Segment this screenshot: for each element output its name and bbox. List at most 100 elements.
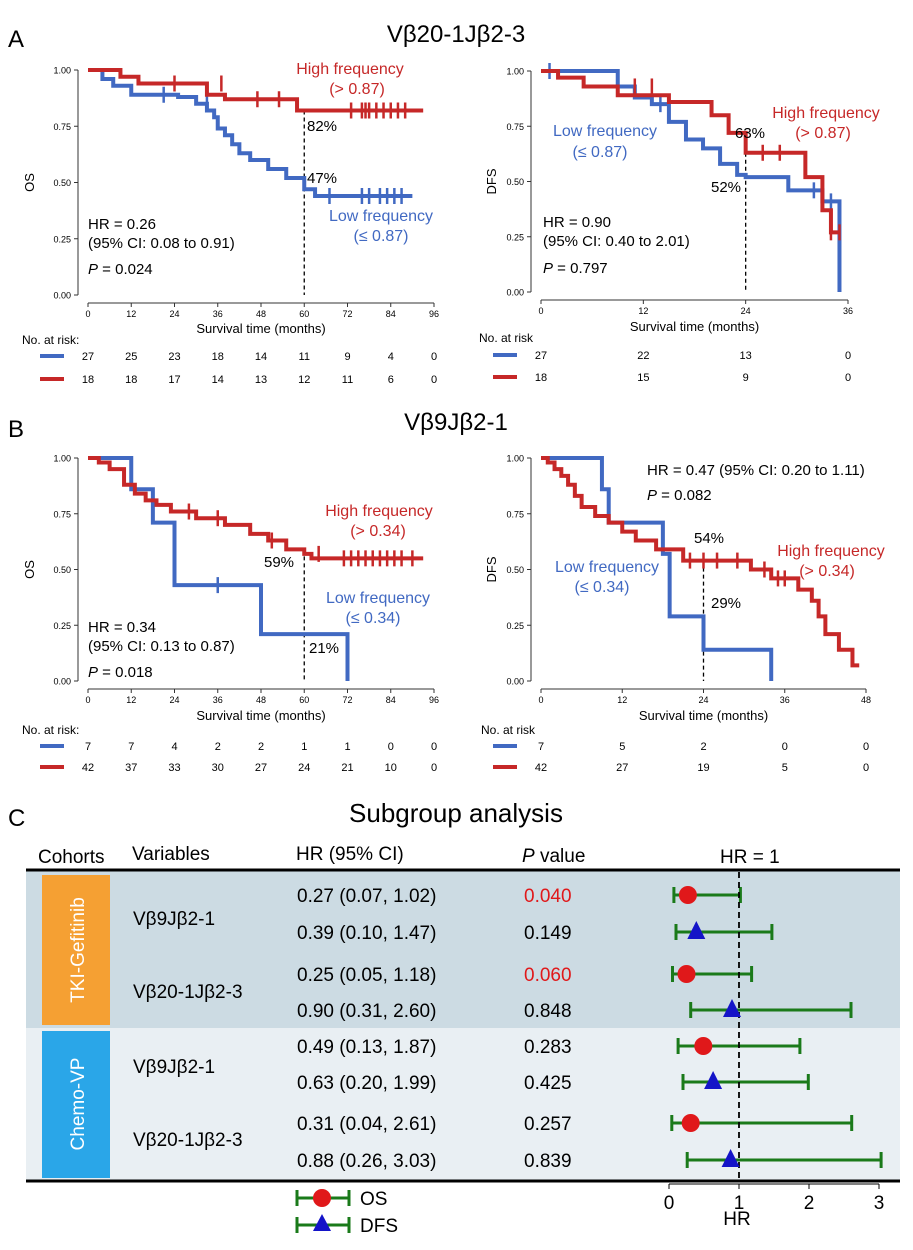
x-tick-label: 84 xyxy=(386,695,396,705)
risk-table: 7 5 2 0 0 42 27 19 5 0 xyxy=(493,741,869,774)
risk-count: 23 xyxy=(168,351,180,363)
risk-count: 6 xyxy=(388,374,394,386)
x-tick-label: 84 xyxy=(386,309,396,319)
risk-count: 17 xyxy=(168,374,180,386)
hr-ci-text: 0.31 (0.04, 2.61) xyxy=(297,1114,436,1135)
x-tick-label: 12 xyxy=(617,695,627,705)
hr-ci-text: 0.88 (0.26, 3.03) xyxy=(297,1151,436,1172)
y-tick-label: 0.25 xyxy=(506,621,524,631)
risk-count: 0 xyxy=(845,350,851,362)
low-frequency-curve xyxy=(541,456,774,681)
y-tick-label: 0.75 xyxy=(53,122,71,132)
low-freq-label: Low frequency xyxy=(555,559,659,576)
km-plot-a-os: 0.000.250.500.751.00 0 12 24 36 48 60 72 84 96 O… xyxy=(22,61,439,386)
survival-lines xyxy=(88,456,424,681)
risk-count: 15 xyxy=(637,372,649,384)
header-p-value: P value xyxy=(522,846,585,867)
x-tick-label: 12 xyxy=(126,695,136,705)
panel-label-b: B xyxy=(8,416,24,443)
risk-count: 2 xyxy=(215,741,221,753)
forest-x-tick-label: 2 xyxy=(804,1193,815,1214)
risk-count: 11 xyxy=(342,374,353,386)
x-tick-label: 48 xyxy=(256,309,266,319)
y-tick-label: 0.25 xyxy=(53,234,71,244)
p-value-text: 0.040 xyxy=(524,886,572,907)
low-freq-threshold: (≤ 0.34) xyxy=(345,610,400,627)
low-freq-label: Low frequency xyxy=(326,590,430,607)
annotation-low-pct: 52% xyxy=(711,179,741,196)
y-tick-label: 0.00 xyxy=(53,291,71,301)
risk-count: 0 xyxy=(863,762,869,774)
title-a: Vβ20-1Jβ2-3 xyxy=(387,21,525,48)
x-tick-label: 12 xyxy=(638,306,648,316)
x-axis-label: Survival time (months) xyxy=(196,708,325,723)
band-tki xyxy=(26,871,900,1028)
high-freq-label: High frequency xyxy=(325,503,433,520)
y-tick-label: 1.00 xyxy=(53,454,71,464)
x-tick-label: 72 xyxy=(342,309,352,319)
cohort-chemo-box xyxy=(42,1031,110,1178)
os-point xyxy=(694,1037,713,1055)
p-italic: P xyxy=(543,260,553,277)
x-axis-label: Survival time (months) xyxy=(196,321,325,336)
risk-count: 19 xyxy=(697,762,709,774)
x-tick-label: 0 xyxy=(538,306,543,316)
risk-count: 14 xyxy=(255,351,267,363)
high-frequency-curve xyxy=(541,456,860,668)
low-freq-label: Low frequency xyxy=(553,123,657,140)
legend-os-label: OS xyxy=(360,1189,387,1210)
risk-count: 5 xyxy=(782,762,788,774)
annotation-high-pct: 63% xyxy=(735,125,765,142)
risk-count: 0 xyxy=(431,374,437,386)
survival-lines xyxy=(541,63,842,292)
y-tick-label: 0.50 xyxy=(506,565,524,575)
risk-label: No. at risk: xyxy=(22,723,79,737)
y-axis-label: DFS xyxy=(484,168,499,194)
ci-text: (95% CI: 0.08 to 0.91) xyxy=(88,235,235,252)
y-tick-label: 0.50 xyxy=(506,177,524,187)
hr-ci-text: 0.63 (0.20, 1.99) xyxy=(297,1073,436,1094)
band-chemo xyxy=(26,1028,900,1181)
x-tick-label: 36 xyxy=(843,306,853,316)
legend: OS DFS xyxy=(295,1189,398,1237)
y-ticks: 0.00 0.25 0.50 0.75 1.00 xyxy=(506,454,532,687)
risk-count: 0 xyxy=(431,351,437,363)
os-point xyxy=(677,965,696,983)
high-freq-label: High frequency xyxy=(777,543,885,560)
x-tick-label: 0 xyxy=(85,309,90,319)
risk-count: 27 xyxy=(616,762,628,774)
ci-text: (95% CI: 0.13 to 0.87) xyxy=(88,638,235,655)
km-plot-b-os: 0.000.250.500.751.00 0 12 24 36 48 60 72 84 96 O… xyxy=(22,454,439,775)
y-axis-label: OS xyxy=(22,560,37,579)
y-tick-label: 0.50 xyxy=(53,178,71,188)
risk-label: No. at risk xyxy=(481,723,536,737)
forest-rows: 0.27 (0.07, 1.02) 0.040 0.39 (0.10, 1.47) 0… xyxy=(297,886,572,1172)
header-cohorts: Cohorts xyxy=(38,847,105,868)
hr-text: HR = 0.90 xyxy=(543,214,611,231)
variable-label-4: Vβ20-1Jβ2-3 xyxy=(133,1130,243,1151)
km-plot-a-dfs: 0.00 0.25 0.50 0.75 1.00 0 12 24 36 DFS Surviva… xyxy=(479,63,880,384)
survival-lines xyxy=(88,68,424,295)
p-value: = 0.024 xyxy=(98,261,153,278)
low-freq-threshold: (≤ 0.87) xyxy=(572,144,627,161)
variable-label-3: Vβ9Jβ2-1 xyxy=(133,1057,215,1078)
high-freq-label: High frequency xyxy=(772,105,880,122)
x-tick-label: 48 xyxy=(256,695,266,705)
x-tick-label: 24 xyxy=(169,695,179,705)
risk-count: 13 xyxy=(740,350,752,362)
p-value-text: 0.149 xyxy=(524,923,572,944)
high-freq-threshold: (> 0.34) xyxy=(799,563,855,580)
panel-label-c: C xyxy=(8,805,25,832)
x-tick-label: 72 xyxy=(342,695,352,705)
y-tick-label: 0.00 xyxy=(506,288,524,298)
risk-count: 33 xyxy=(168,762,180,774)
x-tick-label: 24 xyxy=(741,306,751,316)
hr-ci-text: 0.27 (0.07, 1.02) xyxy=(297,886,436,907)
header-variables: Variables xyxy=(132,844,210,865)
x-axis-label: Survival time (months) xyxy=(630,319,759,334)
risk-count: 5 xyxy=(619,741,625,753)
y-axis-label: OS xyxy=(22,173,37,192)
risk-label: No. at risk xyxy=(479,331,534,345)
risk-count: 0 xyxy=(431,762,437,774)
risk-count: 42 xyxy=(535,762,547,774)
